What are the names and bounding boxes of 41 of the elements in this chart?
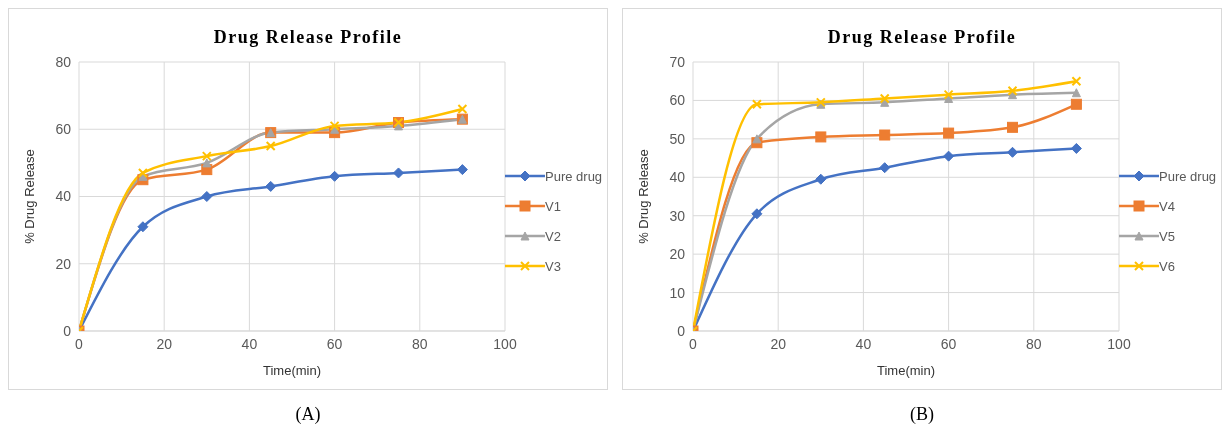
y-tick-label: 30 (669, 207, 686, 224)
x-axis-title: Time(min) (262, 363, 322, 378)
y-tick-label: 0 (63, 322, 72, 339)
x-tick-label: 0 (75, 335, 84, 352)
chart-title: Drug Release Profile (827, 27, 1017, 47)
x-tick-label: 40 (855, 335, 872, 352)
legend-label: V3 (545, 259, 562, 275)
text: (B) (909, 404, 935, 425)
y-tick-label: 80 (55, 53, 72, 70)
x-axis-title: Time(min) (876, 363, 936, 378)
y-tick-label: 10 (669, 284, 686, 301)
y-tick-label: 60 (55, 121, 72, 138)
y-tick-label: 20 (669, 246, 686, 263)
x-tick-label: 20 (770, 335, 787, 352)
y-axis-title: % Drug Release (21, 149, 37, 244)
x-tick-label: 100 (493, 335, 517, 352)
legend-label: V5 (1159, 229, 1176, 245)
legend-label: V2 (545, 229, 562, 245)
y-tick-label: 40 (55, 188, 72, 205)
x-tick-label: 60 (940, 335, 957, 352)
y-tick-label: 70 (669, 53, 686, 70)
chart-title: Drug Release Profile (213, 27, 403, 47)
x-tick-label: 80 (1026, 335, 1042, 352)
y-tick-label: 0 (677, 322, 686, 339)
legend-label: V1 (545, 199, 562, 215)
legend-label: V4 (1159, 199, 1176, 215)
x-tick-label: 40 (241, 335, 258, 352)
x-tick-label: 100 (1107, 335, 1131, 352)
y-tick-label: 50 (669, 130, 686, 147)
legend-label: Pure drug (545, 169, 603, 185)
y-tick-label: 40 (669, 169, 686, 186)
text: (A) (294, 404, 322, 425)
x-tick-label: 80 (412, 335, 428, 352)
legend-label: Pure drug (1159, 169, 1217, 185)
legend-label: V6 (1159, 259, 1176, 275)
x-tick-label: 60 (326, 335, 343, 352)
x-tick-label: 20 (156, 335, 173, 352)
y-tick-label: 60 (669, 92, 686, 109)
y-axis-title: % Drug Release (635, 149, 651, 244)
x-tick-label: 0 (689, 335, 698, 352)
y-tick-label: 20 (55, 255, 72, 272)
